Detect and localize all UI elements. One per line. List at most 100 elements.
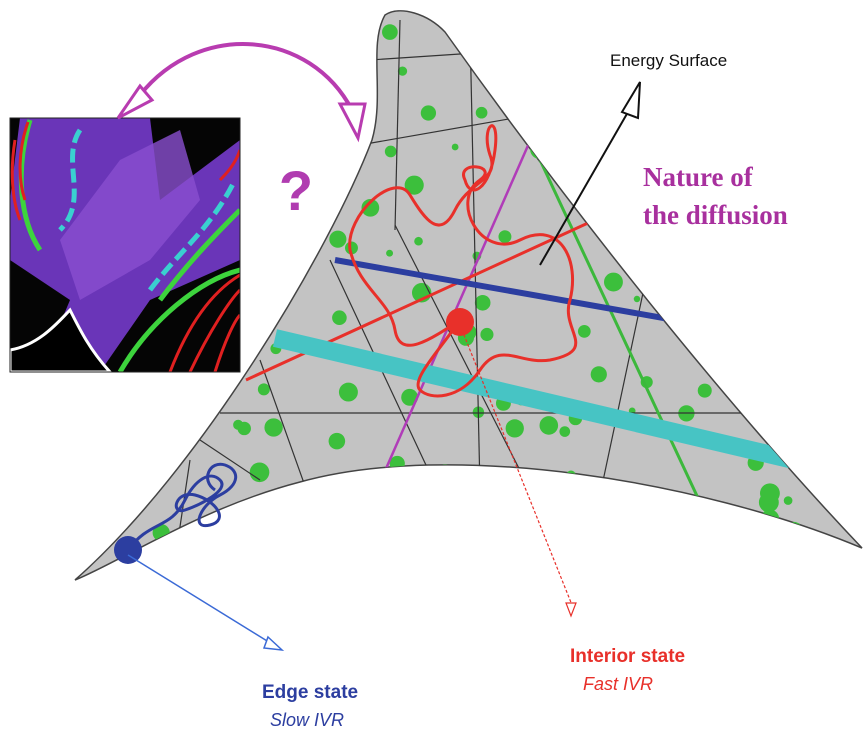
nature-label-1: Nature of bbox=[643, 162, 754, 192]
arc-head-left bbox=[118, 86, 152, 118]
green-dot bbox=[567, 95, 579, 107]
green-dot bbox=[564, 499, 583, 518]
green-dot bbox=[411, 489, 430, 508]
edge-pointer-head bbox=[264, 637, 282, 650]
green-dot bbox=[414, 237, 423, 246]
green-dot bbox=[604, 273, 623, 292]
green-dot bbox=[540, 416, 559, 435]
energy-surface-label: Energy Surface bbox=[610, 51, 727, 70]
green-dot bbox=[107, 65, 122, 80]
mapping-arc bbox=[140, 44, 352, 110]
green-dot bbox=[784, 496, 793, 505]
green-dot bbox=[521, 521, 540, 540]
green-dot bbox=[421, 105, 436, 120]
green-dot bbox=[530, 140, 549, 159]
green-dot bbox=[268, 138, 283, 153]
green-dot bbox=[506, 419, 524, 437]
green-dot bbox=[786, 522, 802, 538]
green-dot bbox=[261, 509, 270, 518]
green-dot bbox=[849, 56, 861, 68]
green-dot bbox=[703, 112, 710, 119]
green-dot bbox=[329, 231, 346, 248]
green-dot bbox=[591, 366, 607, 382]
green-dot bbox=[634, 296, 640, 302]
green-dot bbox=[778, 42, 794, 58]
green-dot bbox=[818, 442, 830, 454]
green-dot bbox=[480, 328, 493, 341]
green-dot bbox=[385, 146, 397, 158]
question-mark: ? bbox=[279, 159, 313, 222]
green-dot bbox=[75, 531, 85, 541]
green-dot bbox=[820, 26, 837, 43]
green-dot bbox=[368, 517, 376, 525]
green-dot bbox=[192, 532, 205, 545]
interior-state-label: Interior state bbox=[570, 646, 685, 667]
edge-state-label: Edge state bbox=[262, 682, 358, 703]
green-dot bbox=[647, 546, 664, 563]
green-dot bbox=[805, 234, 821, 250]
green-dot bbox=[813, 286, 822, 295]
green-dot bbox=[386, 250, 393, 257]
green-dot bbox=[437, 464, 453, 480]
green-dot bbox=[754, 164, 770, 180]
green-dot bbox=[837, 217, 844, 224]
green-dot bbox=[339, 383, 358, 402]
green-dot bbox=[753, 551, 763, 561]
green-dot bbox=[761, 510, 779, 528]
fast-ivr-label: Fast IVR bbox=[583, 674, 653, 694]
green-dot bbox=[256, 521, 268, 533]
edge-pointer bbox=[128, 555, 272, 644]
green-dot bbox=[566, 471, 575, 480]
edge-state-dot bbox=[114, 536, 142, 564]
green-dot bbox=[332, 310, 347, 325]
green-dot bbox=[756, 73, 773, 90]
nature-label-2: the diffusion bbox=[643, 200, 788, 230]
green-dot bbox=[247, 130, 261, 144]
interior-state-dot bbox=[446, 308, 474, 336]
green-dot bbox=[578, 325, 591, 338]
green-dot bbox=[759, 80, 769, 90]
green-dot bbox=[105, 93, 112, 100]
slow-ivr-label: Slow IVR bbox=[270, 710, 344, 730]
green-dot bbox=[208, 59, 218, 69]
green-dot bbox=[264, 418, 282, 436]
green-dot bbox=[792, 447, 809, 464]
green-dot bbox=[705, 343, 722, 360]
green-dot bbox=[746, 368, 761, 383]
green-dot bbox=[641, 252, 650, 261]
green-dot bbox=[711, 150, 722, 161]
green-dot bbox=[322, 19, 328, 25]
green-dot bbox=[543, 73, 550, 80]
green-dot bbox=[548, 545, 557, 554]
green-dot bbox=[772, 116, 792, 136]
green-dot bbox=[559, 426, 570, 437]
green-dot bbox=[419, 501, 433, 515]
green-dot bbox=[818, 320, 832, 334]
green-dot bbox=[136, 573, 145, 582]
green-dot bbox=[698, 69, 717, 88]
green-dot bbox=[511, 94, 522, 105]
green-dot bbox=[766, 327, 777, 338]
green-dot bbox=[793, 398, 808, 413]
green-dot bbox=[258, 383, 270, 395]
green-dot bbox=[703, 82, 716, 95]
green-dot bbox=[498, 230, 511, 243]
interior-pointer-head bbox=[566, 603, 576, 616]
green-dot bbox=[130, 444, 148, 462]
green-dot bbox=[650, 286, 666, 302]
green-dot bbox=[823, 411, 837, 425]
green-dot bbox=[550, 552, 567, 569]
green-dot bbox=[382, 24, 398, 40]
diagram: ? Energy Surface Nature of the diffusion… bbox=[0, 0, 865, 733]
inset-image bbox=[10, 118, 240, 372]
green-dot bbox=[329, 433, 346, 450]
green-dot bbox=[452, 12, 471, 31]
surface-pointer-head bbox=[622, 82, 640, 118]
green-dot bbox=[551, 139, 565, 153]
green-dot bbox=[475, 295, 491, 311]
green-dot bbox=[339, 506, 355, 522]
green-dot bbox=[783, 45, 794, 56]
arc-head-right bbox=[340, 104, 365, 138]
green-dot bbox=[113, 443, 129, 459]
green-dot bbox=[476, 107, 488, 119]
